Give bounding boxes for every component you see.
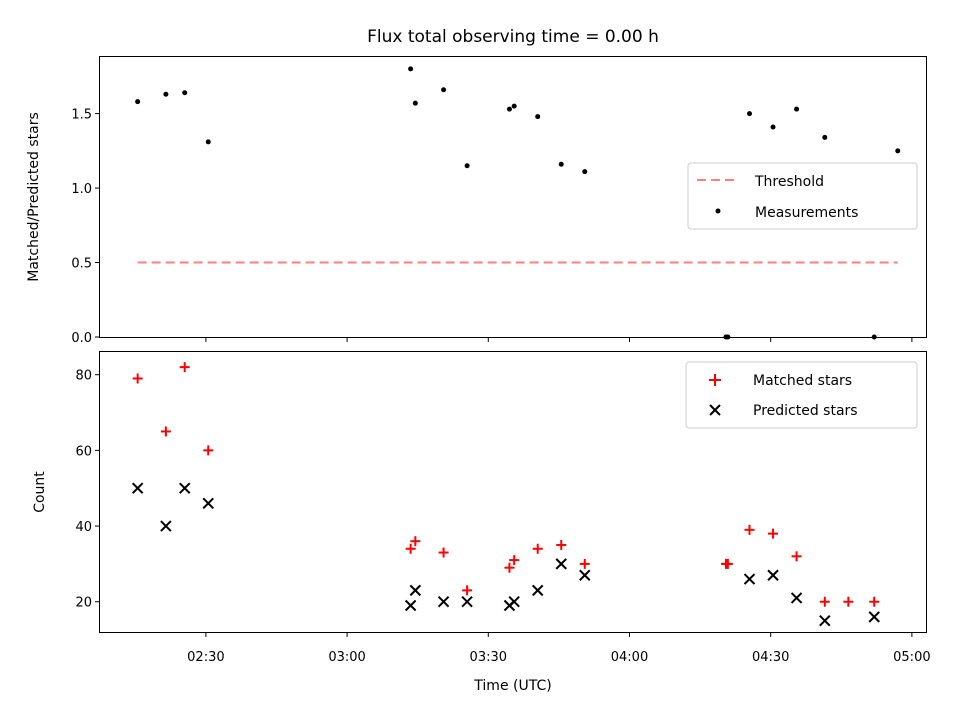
matched-stars-point: [722, 558, 733, 569]
legend-predicted-swatch: [709, 404, 721, 416]
predicted-stars-point: [743, 573, 756, 585]
measurement-point: [408, 66, 414, 72]
legend-matched-label: Matched stars: [753, 373, 852, 389]
matched-stars-point: [509, 555, 520, 566]
bottom-legend: Matched stars Predicted stars: [685, 361, 918, 429]
x-tick-label: 04:00: [611, 650, 648, 665]
x-tick-label: 03:00: [328, 650, 365, 665]
y-tick-label: 1.0: [71, 182, 92, 197]
predicted-stars-point: [868, 611, 880, 623]
matched-stars-point: [462, 585, 473, 596]
measurement-point: [441, 87, 447, 93]
top-legend: Threshold Measurements: [687, 162, 918, 230]
matched-stars-point: [819, 596, 830, 607]
matched-stars-point: [504, 562, 515, 573]
matched-stars-point: [179, 362, 190, 373]
measurement-point: [205, 139, 211, 145]
y-tick-label: 0.5: [71, 257, 92, 272]
measurement-point: [163, 91, 169, 97]
legend-measurements-label: Measurements: [755, 205, 858, 221]
bottom-legend-box: [685, 361, 918, 429]
predicted-stars-point: [508, 596, 520, 608]
chart-title: Flux total observing time = 0.00 h: [367, 27, 659, 47]
y-tick-label: 1.5: [71, 108, 92, 123]
bottom-plot-frame: [99, 351, 927, 633]
matched-stars-point: [203, 445, 214, 456]
top-axis-ticks: 0.0 0.5 1.0 1.5: [71, 108, 913, 346]
legend-threshold-label: Threshold: [754, 174, 824, 190]
predicted-stars-point: [461, 596, 473, 608]
measurement-point: [747, 111, 753, 117]
matched-stars-point: [160, 426, 171, 437]
predicted-stars-point: [437, 596, 450, 608]
top-legend-box: [687, 162, 918, 230]
measurement-point: [558, 161, 564, 167]
predicted-stars-point: [404, 599, 417, 612]
measurement-point: [412, 100, 418, 106]
matched-stars-point: [438, 547, 449, 558]
count-subplot: Count Time (UTC) 20 40 60 80 02:30 03:00 03:30…: [32, 351, 931, 694]
y-tick-label: 80: [75, 369, 92, 384]
measurement-point: [182, 90, 188, 96]
predicted-stars-point: [160, 520, 172, 532]
predicted-stars-point: [555, 558, 567, 570]
bottom-axis-ticks: 20 40 60 80 02:30 03:00 03:30 04:00 04:30 05:00: [75, 369, 930, 665]
predicted-stars-point: [409, 584, 422, 597]
y-tick-label: 20: [75, 596, 92, 611]
x-axis-title: Time (UTC): [473, 678, 551, 694]
measurement-point: [506, 106, 512, 112]
predicted-stars-point: [179, 482, 191, 494]
measurement-point: [464, 163, 470, 169]
matched-stars-point: [791, 551, 802, 562]
matched-stars-point: [843, 596, 854, 607]
predicted-stars-point: [532, 584, 544, 597]
legend-measurements-swatch: [715, 208, 721, 214]
x-tick-label: 04:30: [752, 650, 789, 665]
matched-stars-point: [532, 543, 543, 554]
legend-predicted-label: Predicted stars: [753, 403, 858, 419]
measurement-point: [895, 148, 901, 154]
y-tick-label: 60: [75, 444, 92, 459]
predicted-stars-point: [579, 569, 591, 581]
top-data-marks: [135, 66, 901, 340]
matched-stars-point: [410, 536, 421, 547]
legend-matched-swatch: [709, 374, 721, 386]
matched-stars-point: [744, 524, 755, 535]
measurement-point: [770, 124, 776, 130]
matched-stars-point: [132, 373, 143, 384]
measurement-point: [511, 103, 517, 109]
x-tick-label: 05:00: [893, 650, 930, 665]
matched-stars-point: [405, 543, 416, 554]
matched-stars-point: [768, 528, 779, 539]
matched-stars-point: [869, 596, 880, 607]
predicted-stars-point: [131, 482, 144, 494]
predicted-stars-point: [767, 569, 779, 581]
x-tick-label: 03:30: [470, 650, 507, 665]
matched-stars-point: [579, 558, 590, 569]
y-tick-label: 0.0: [71, 331, 92, 346]
x-tick-label: 02:30: [187, 650, 224, 665]
predicted-stars-point: [790, 592, 803, 604]
top-plot-frame: [99, 56, 927, 338]
measurement-point: [822, 134, 828, 140]
top-y-axis-title: Matched/Predicted stars: [26, 112, 42, 282]
bottom-data-marks: [131, 362, 880, 627]
predicted-stars-point: [202, 497, 214, 510]
measurement-point: [794, 106, 800, 112]
measurement-point: [535, 114, 541, 120]
measurement-point: [135, 99, 141, 105]
matched-stars-point: [556, 539, 567, 550]
ratio-subplot: Flux total observing time = 0.00 h Match…: [26, 27, 927, 346]
y-tick-label: 40: [75, 520, 92, 535]
predicted-stars-point: [819, 614, 831, 627]
measurement-point: [582, 169, 588, 175]
bottom-y-axis-title: Count: [32, 471, 48, 513]
